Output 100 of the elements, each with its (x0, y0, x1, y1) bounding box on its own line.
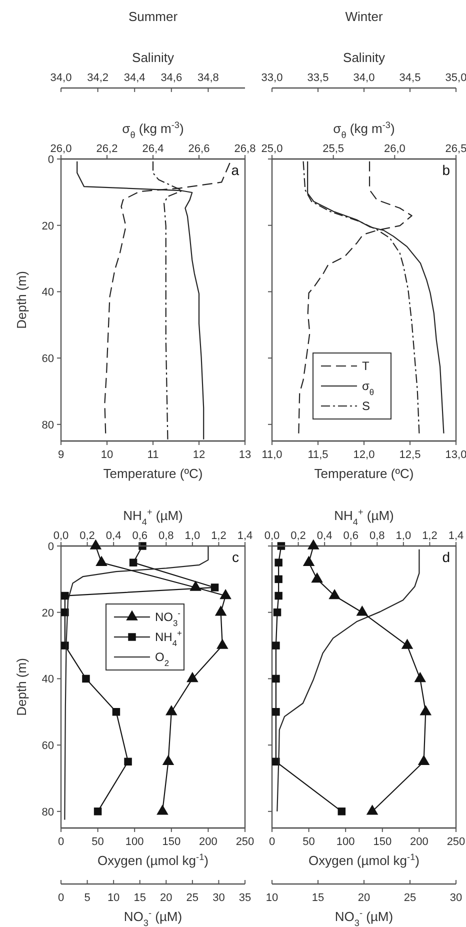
y-tick-label: 60 (42, 353, 54, 366)
x2-tick-label: 26,5 (445, 143, 466, 155)
text: (µM) (156, 508, 183, 523)
x2-tick-label: 26,0 (50, 143, 72, 155)
x2-tick-label: 26,2 (96, 143, 118, 155)
x-tick-label: 50 (302, 836, 315, 848)
x-tick-label: 15 (312, 892, 324, 904)
x-axis-title: Temperature (ºC) (103, 466, 203, 481)
chart-title: Winter (345, 9, 384, 24)
x-tick-label: 10 (266, 892, 278, 904)
point (308, 539, 320, 550)
x-tick-label: 250 (446, 836, 466, 848)
x2-tick-label: 0,8 (158, 530, 174, 542)
x-tick-label: 30 (450, 892, 462, 904)
x-tick-label: 25 (404, 892, 416, 904)
y-tick-label: 80 (42, 419, 54, 432)
x2-tick-label: 0,4 (316, 530, 332, 542)
x-tick-label: 13 (238, 449, 252, 461)
chart-title: Summer (128, 9, 178, 24)
point (162, 754, 174, 766)
x2-tick-label: 1,2 (211, 530, 226, 542)
x-tick-label: 200 (410, 836, 428, 848)
x-tick-label: 9 (58, 449, 64, 461)
y-axis-title: Depth (m) (14, 658, 29, 716)
point (414, 672, 426, 682)
x-tick-label: 0 (58, 892, 64, 904)
y-tick-label: 20 (42, 220, 54, 232)
text: S (362, 399, 370, 413)
x2-tick-label: 25,0 (261, 143, 283, 155)
x-axis-title: NO$_{3}$$^{-}$ (µM) (124, 908, 182, 927)
x-tick-label: 33,5 (307, 72, 329, 84)
x-tick-label: 11 (147, 449, 159, 461)
x-tick-label: 0 (268, 836, 276, 848)
point (190, 580, 202, 591)
point (418, 754, 430, 766)
x2-tick-label: 1,4 (448, 530, 464, 542)
x-tick-label: 13,0 (445, 449, 466, 461)
point (186, 672, 198, 682)
x-tick-label: 12,0 (353, 449, 375, 461)
x2-tick-label: 0,2 (290, 530, 306, 542)
x2-tick-label: 26,0 (384, 143, 406, 155)
x-tick-label: 34,2 (87, 72, 109, 84)
point (311, 572, 323, 583)
x2-tick-label: 1,0 (396, 530, 412, 542)
x2-tick-label: 1,4 (237, 530, 253, 542)
annotation: d (442, 549, 450, 565)
x-tick-label: 35,0 (445, 72, 466, 84)
y-tick-label: 80 (42, 806, 54, 818)
point (156, 804, 168, 815)
x-tick-label: 34,8 (197, 72, 219, 84)
x-tick-label: 100 (125, 836, 144, 848)
annotation: c (232, 549, 239, 565)
x-tick-label: 15 (134, 892, 146, 904)
point (401, 638, 414, 649)
x-axis-title: NO$_{3}$$^{-}$ (µM) (334, 908, 394, 927)
point (328, 588, 340, 600)
x2-tick-label: 1,0 (184, 530, 200, 542)
x-tick-label: 150 (162, 836, 181, 848)
point (214, 606, 227, 616)
x-tick-label: 250 (236, 836, 254, 848)
point (90, 539, 102, 550)
x2-tick-label: 0,6 (132, 530, 148, 542)
annotation: b (442, 162, 450, 178)
x-axis-title: Salinity (343, 50, 386, 65)
x2-tick-label: 0,0 (53, 530, 69, 542)
x-tick-label: 20 (358, 892, 370, 904)
x2-tick-label: 26,8 (234, 143, 256, 155)
x2-tick-label: 0,4 (106, 530, 122, 542)
x2-tick-label: 0,6 (343, 530, 359, 542)
x-axis-title: Oxygen (µmol kg$^{-1}$) (98, 852, 208, 868)
x-tick-label: 25 (186, 892, 199, 904)
x-axis-title: Temperature (ºC) (314, 466, 414, 481)
x2-tick-label: 26,6 (188, 143, 210, 155)
x-tick-label: 5 (84, 892, 90, 904)
x-tick-label: 33,0 (261, 72, 283, 84)
y-tick-label: 40 (42, 286, 54, 299)
x-tick-label: 11,0 (262, 449, 282, 461)
point (96, 556, 108, 566)
x-tick-label: 20 (160, 892, 172, 904)
x-tick-label: 50 (92, 836, 104, 848)
x-tick-label: 34,0 (353, 72, 375, 84)
y-tick-label: 40 (42, 674, 54, 686)
y-tick-label: 60 (42, 740, 54, 752)
point (216, 638, 228, 649)
annotation: a (231, 162, 240, 178)
x-tick-label: 34,6 (160, 72, 182, 84)
x-tick-label: 100 (336, 836, 355, 848)
x-axis-title: Oxygen (µmol kg$^{-1}$) (308, 852, 420, 868)
x-tick-label: 10 (107, 892, 120, 904)
x2-axis-title: NH$_{4}$$^{+}$ (µM) (334, 507, 394, 527)
x-tick-label: 12 (192, 449, 206, 461)
x2-tick-label: 25,5 (322, 143, 344, 155)
x-tick-label: 34,5 (399, 72, 421, 84)
x-tick-label: 150 (373, 836, 392, 848)
y-axis-title: Depth (m) (14, 271, 29, 329)
y-tick-label: 20 (42, 607, 54, 620)
point (356, 606, 368, 616)
x-tick-label: 34,0 (50, 72, 72, 84)
point (366, 804, 378, 815)
x2-tick-label: 26,4 (142, 143, 164, 155)
